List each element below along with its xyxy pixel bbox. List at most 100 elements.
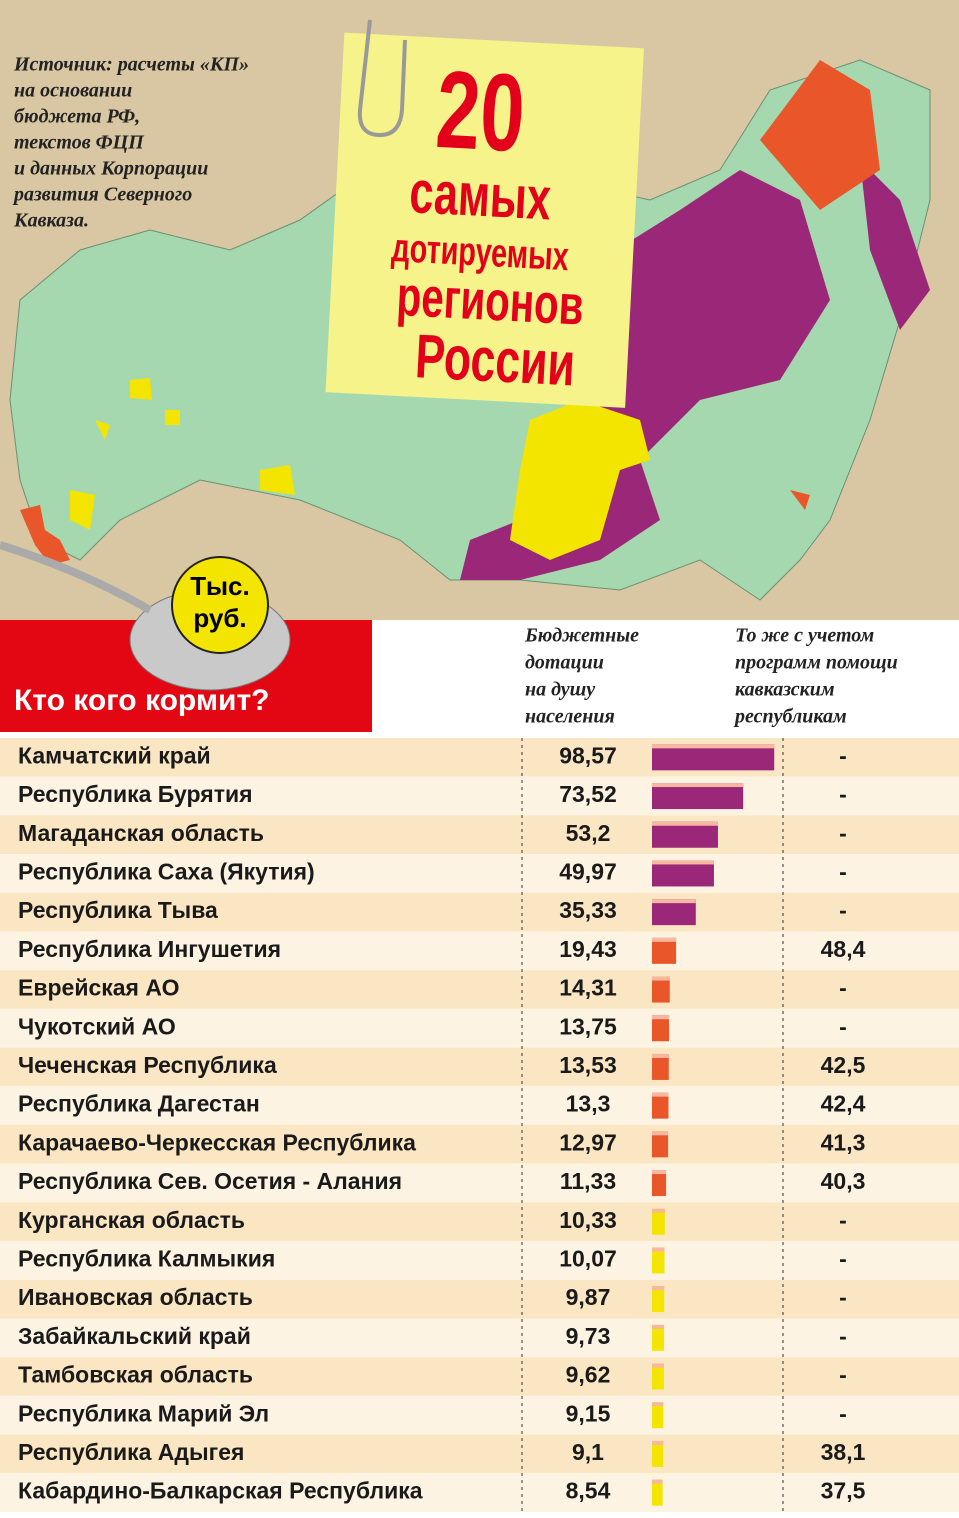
bar xyxy=(652,1402,664,1429)
column-header: программ помощи xyxy=(735,652,898,674)
bar xyxy=(652,899,696,926)
row-label: Республика Саха (Якутия) xyxy=(18,859,315,885)
value-label: 49,97 xyxy=(559,859,617,885)
bar-highlight xyxy=(652,821,718,826)
value2-label: 48,4 xyxy=(821,936,866,962)
bar-highlight xyxy=(652,1363,664,1368)
value-label: 13,3 xyxy=(566,1091,611,1117)
map-region xyxy=(860,160,930,330)
row-label: Ивановская область xyxy=(18,1284,253,1310)
bar xyxy=(652,783,744,810)
value2-label: - xyxy=(839,897,847,923)
bar-highlight xyxy=(652,1015,670,1020)
row-label: Республика Сев. Осетия - Алания xyxy=(18,1168,402,1194)
value-label: 8,54 xyxy=(566,1478,611,1504)
row-bg xyxy=(0,1395,959,1435)
bar xyxy=(652,1092,669,1119)
row-label: Республика Дагестан xyxy=(18,1091,260,1117)
row-label: Тамбовская область xyxy=(18,1362,253,1388)
unit-label: руб. xyxy=(193,603,246,633)
value2-label: - xyxy=(839,781,847,807)
paper-clip xyxy=(357,19,407,138)
value-label: 13,75 xyxy=(559,1013,617,1039)
row-bg xyxy=(0,1318,959,1358)
bar-highlight xyxy=(652,899,696,904)
bar-highlight xyxy=(652,1324,665,1329)
bar xyxy=(652,1286,665,1313)
row-label: Чукотский АО xyxy=(18,1013,176,1039)
map-region xyxy=(760,60,880,210)
value2-label: - xyxy=(839,975,847,1001)
unit-badge xyxy=(171,556,269,654)
headline: России xyxy=(414,322,577,399)
bar xyxy=(652,1324,665,1351)
bar xyxy=(652,1363,664,1390)
bar xyxy=(652,1479,663,1506)
row-label: Республика Тыва xyxy=(18,897,218,923)
value-label: 53,2 xyxy=(566,820,611,846)
bar xyxy=(652,1247,665,1274)
value-label: 9,62 xyxy=(566,1362,611,1388)
value2-label: - xyxy=(839,1207,847,1233)
row-bg xyxy=(0,776,959,816)
value2-label: - xyxy=(839,859,847,885)
bar xyxy=(652,1208,665,1235)
headline: регионов xyxy=(395,266,585,338)
bar-highlight xyxy=(652,976,670,981)
value-label: 73,52 xyxy=(559,781,617,807)
bar-highlight xyxy=(652,860,714,865)
value-label: 35,33 xyxy=(559,897,617,923)
value2-label: - xyxy=(839,1323,847,1349)
value-label: 9,1 xyxy=(572,1439,604,1465)
bar xyxy=(652,744,775,771)
row-bg xyxy=(0,738,959,777)
value2-label: 40,3 xyxy=(821,1168,866,1194)
bar xyxy=(652,1053,669,1080)
bar-highlight xyxy=(652,1053,669,1058)
bar-highlight xyxy=(652,1208,665,1213)
bar-highlight xyxy=(652,1131,669,1136)
row-label: Курганская область xyxy=(18,1207,245,1233)
row-label: Забайкальский край xyxy=(18,1323,251,1349)
row-label: Магаданская область xyxy=(18,820,264,846)
row-bg xyxy=(0,1202,959,1242)
sticky-note xyxy=(325,32,644,408)
value-label: 10,07 xyxy=(559,1246,617,1272)
bar xyxy=(652,1015,670,1042)
spoon-handle xyxy=(0,541,152,614)
row-label: Кабардино-Балкарская Республика xyxy=(18,1478,423,1504)
map-region xyxy=(460,170,830,580)
column-header: кавказским xyxy=(735,679,835,701)
value2-label: - xyxy=(839,1362,847,1388)
bar xyxy=(652,1440,664,1467)
value-label: 14,31 xyxy=(559,975,617,1001)
row-label: Карачаево-Черкесская Республика xyxy=(18,1129,416,1155)
row-bg xyxy=(0,1008,959,1048)
source-line: развития Северного xyxy=(12,184,192,206)
bar-highlight xyxy=(652,1479,663,1484)
row-bg xyxy=(0,931,959,971)
source-line: бюджета РФ, xyxy=(14,106,140,128)
value2-label: - xyxy=(839,1284,847,1310)
source-line: текстов ФЦП xyxy=(14,132,145,154)
row-bg xyxy=(0,1357,959,1396)
row-bg xyxy=(0,1473,959,1512)
source-line: на основании xyxy=(14,80,132,102)
value-label: 10,33 xyxy=(559,1207,617,1233)
bar xyxy=(652,821,718,848)
value-label: 98,57 xyxy=(559,742,617,768)
value2-label: 37,5 xyxy=(821,1478,866,1504)
value2-label: 38,1 xyxy=(821,1439,866,1465)
bar-highlight xyxy=(652,783,744,788)
bar-highlight xyxy=(652,1170,667,1175)
row-label: Республика Адыгея xyxy=(18,1439,244,1465)
bar-highlight xyxy=(652,1286,665,1291)
value-label: 19,43 xyxy=(559,936,617,962)
headline: дотируемых xyxy=(390,225,570,279)
value-label: 12,97 xyxy=(559,1129,617,1155)
column-header: на душу xyxy=(525,679,595,701)
headline: самых xyxy=(408,159,553,233)
column-header: Бюджетные xyxy=(524,625,639,647)
bar xyxy=(652,937,677,964)
